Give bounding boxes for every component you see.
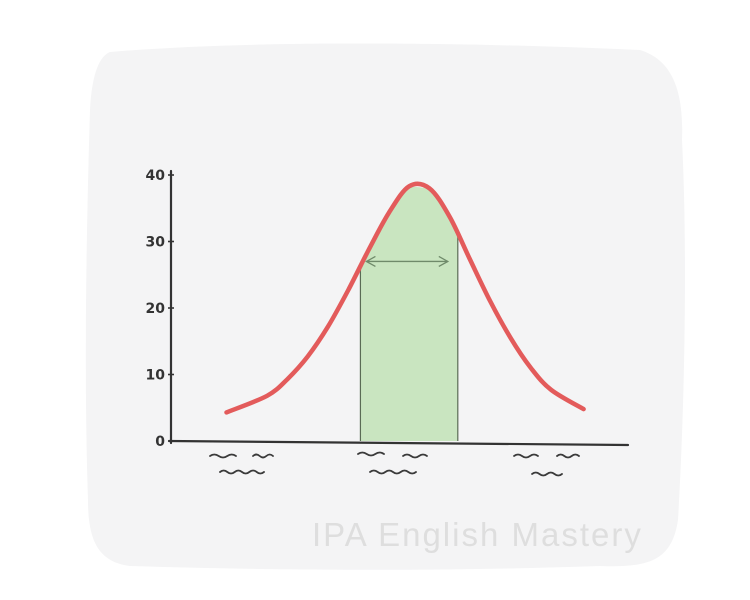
x-label-squiggle-2c	[369, 469, 417, 475]
chart-marks: 0 10 20 30 40	[146, 168, 630, 477]
y-tick-label-10: 10	[146, 368, 166, 384]
x-axis	[167, 439, 630, 447]
series-curve	[224, 181, 586, 415]
shaded-region	[360, 186, 458, 441]
width-arrow-left-head	[365, 255, 376, 268]
x-label-squiggle-2b	[402, 453, 428, 459]
y-tick-label-20: 20	[146, 301, 166, 317]
y-tick-label-40: 40	[146, 168, 166, 184]
x-label-squiggle-3b	[556, 453, 580, 459]
y-tick-label-0: 0	[155, 434, 165, 450]
x-label-squiggle-3a	[513, 453, 539, 459]
x-label-squiggle-1a	[209, 453, 237, 459]
width-arrow-right-head	[438, 255, 450, 268]
watermark-text: IPA English Mastery	[312, 516, 643, 553]
x-label-squiggle-1b	[252, 453, 274, 459]
y-tick-label-30: 30	[146, 235, 166, 251]
x-label-squiggle-1c	[219, 469, 265, 475]
x-label-squiggle-2a	[357, 451, 385, 457]
x-label-squiggle-3c	[531, 471, 563, 477]
